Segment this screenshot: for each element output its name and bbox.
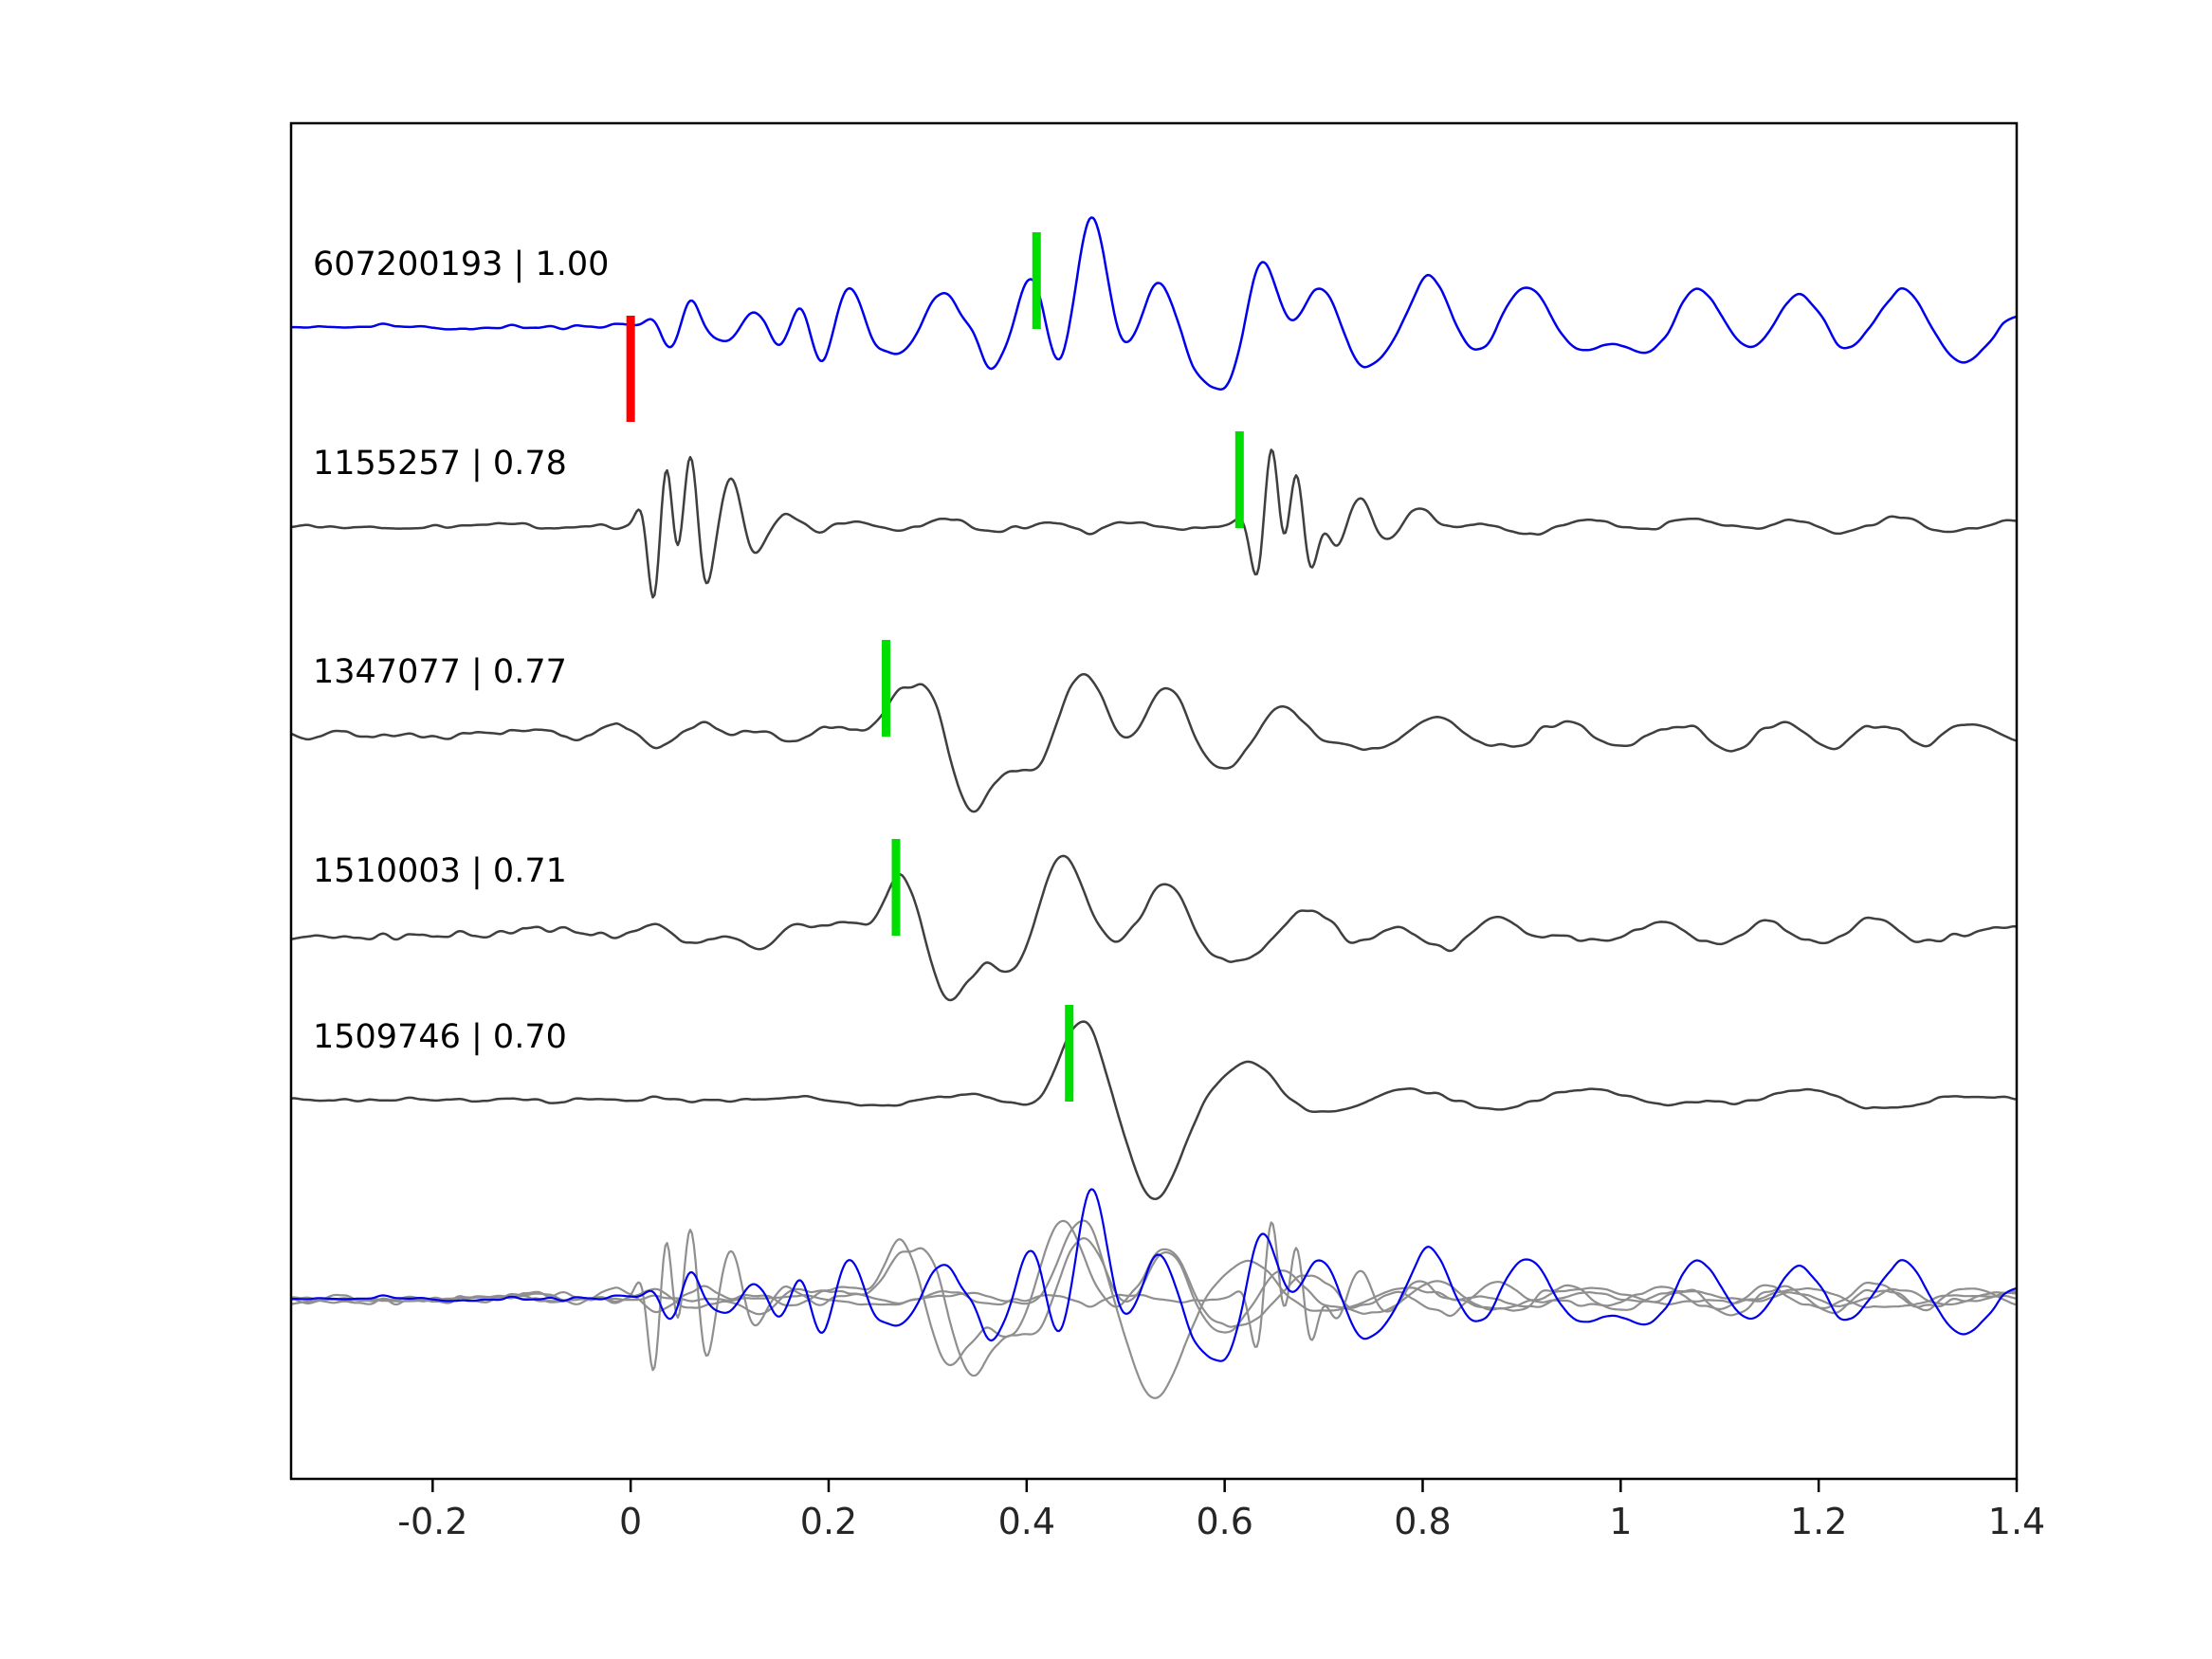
x-tick-label: 0.6 bbox=[1196, 1501, 1252, 1542]
plot-content bbox=[291, 216, 2017, 1399]
trace-label-607200193: 607200193 | 1.00 bbox=[313, 246, 609, 283]
x-tick-label: 0.4 bbox=[998, 1501, 1055, 1542]
x-tick-label: 0.8 bbox=[1394, 1501, 1451, 1542]
overlay-trace-607200193 bbox=[291, 1188, 2017, 1362]
trace-1347077 bbox=[291, 672, 2017, 813]
trace-1510003 bbox=[291, 854, 2017, 1002]
trace-label-1509746: 1509746 | 0.70 bbox=[313, 1018, 567, 1056]
trace-1155257 bbox=[291, 448, 2017, 599]
x-tick-label: 0.2 bbox=[800, 1501, 857, 1542]
plot-border bbox=[289, 121, 2019, 1481]
trace-label-1510003: 1510003 | 0.71 bbox=[313, 852, 567, 890]
trace-1509746 bbox=[291, 1020, 2017, 1201]
x-tick-label: 1.2 bbox=[1790, 1501, 1847, 1542]
x-tick-label: 1.4 bbox=[1988, 1501, 2045, 1542]
x-tick-label: 0 bbox=[619, 1501, 642, 1542]
x-tick-label: -0.2 bbox=[397, 1501, 467, 1542]
x-tick-label: 1 bbox=[1609, 1501, 1632, 1542]
overlay-trace-1347077 bbox=[291, 1237, 2017, 1377]
trace-label-1347077: 1347077 | 0.77 bbox=[313, 653, 567, 691]
trace-label-1155257: 1155257 | 0.78 bbox=[313, 445, 567, 483]
trace-607200193 bbox=[291, 216, 2017, 391]
